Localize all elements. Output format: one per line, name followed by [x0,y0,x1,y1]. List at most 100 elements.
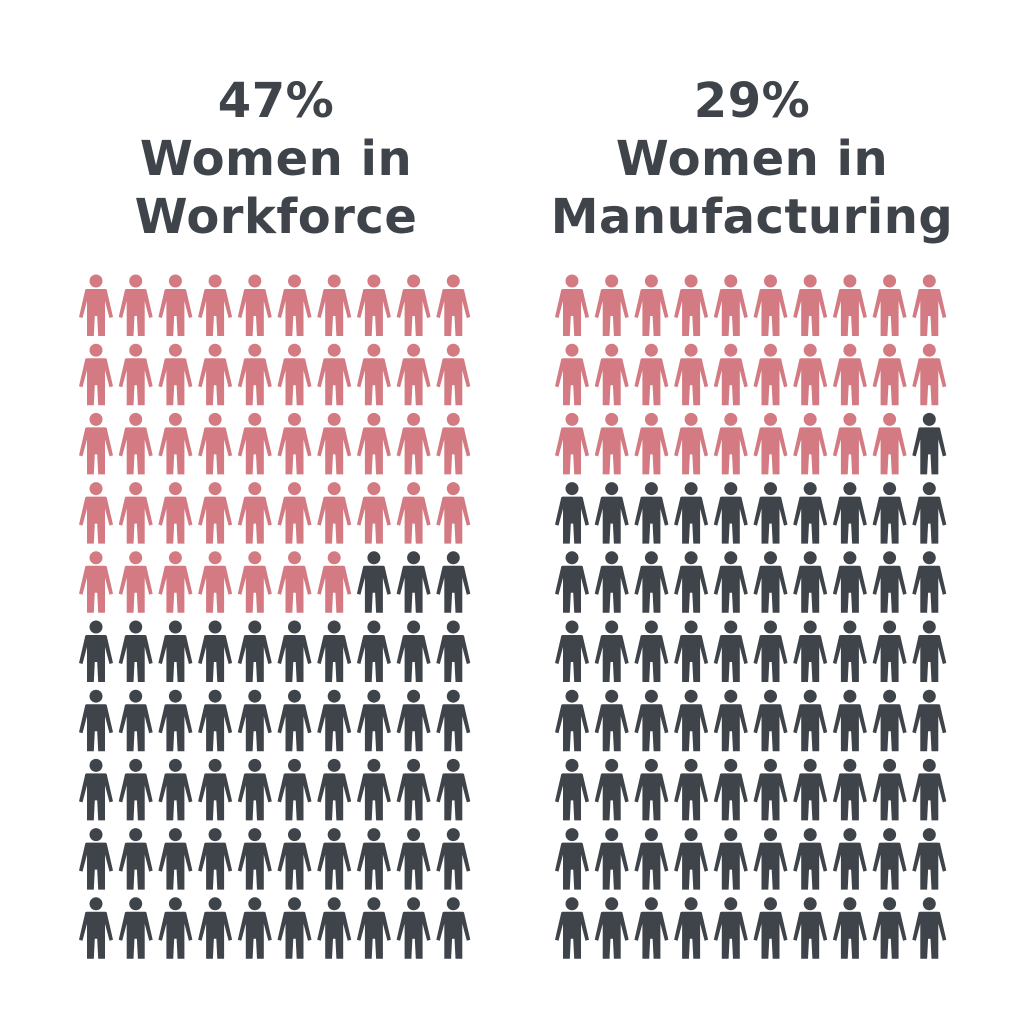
person-icon-highlighted [436,274,471,336]
person-icon [158,758,193,821]
person-icon [832,482,867,544]
person-icon [674,482,709,544]
person-icon-highlighted [79,343,113,406]
person-icon [594,551,629,613]
person-icon [79,689,113,752]
person-icon [753,551,788,613]
person-icon [634,620,669,682]
person-icon [912,758,947,821]
person-icon-highlighted [793,412,828,475]
person-icon [118,758,153,821]
person-icon-highlighted [793,274,828,336]
person-icon [158,897,193,959]
person-icon [436,758,471,821]
person-icon [872,897,907,959]
person-icon [594,482,629,544]
person-icon [118,689,153,752]
title-line-3: Manufacturing [550,189,954,245]
person-icon [555,828,589,890]
person-icon-highlighted [356,274,391,336]
person-icon-highlighted [198,412,233,475]
person-icon-highlighted [118,482,153,544]
person-icon-highlighted [79,274,113,336]
person-icon-highlighted [634,274,669,336]
person-icon [79,620,113,682]
person-icon [158,689,193,752]
title-percent: 47% [217,73,335,129]
person-icon [356,828,391,890]
person-icon-grid-workforce [79,274,471,959]
person-icon [356,620,391,682]
person-icon [396,897,431,959]
person-icon [198,758,233,821]
person-icon-highlighted [793,343,828,406]
person-icon-highlighted [555,343,589,406]
person-icon [713,482,748,544]
person-icon [277,620,312,682]
person-icon [237,897,272,959]
person-icon [555,897,589,959]
person-icon-highlighted [634,343,669,406]
person-icon [79,897,113,959]
person-icon-highlighted [118,551,153,613]
person-icon [317,689,352,752]
person-icon [713,897,748,959]
person-icon [555,482,589,544]
person-icon [674,689,709,752]
person-icon [198,828,233,890]
person-icon [912,482,947,544]
title-percent: 29% [693,73,811,129]
person-icon [832,689,867,752]
person-icon [158,620,193,682]
person-icon [594,897,629,959]
person-icon-highlighted [832,274,867,336]
person-icon [317,620,352,682]
person-icon [674,551,709,613]
person-icon-highlighted [396,274,431,336]
person-icon-highlighted [158,274,193,336]
person-icon [237,620,272,682]
person-icon [912,551,947,613]
person-icon [634,482,669,544]
person-icon [198,897,233,959]
person-icon [912,412,947,475]
person-icon [594,758,629,821]
person-icon-highlighted [317,412,352,475]
person-icon-highlighted [79,482,113,544]
person-icon [277,689,312,752]
person-icon [396,689,431,752]
person-icon [436,897,471,959]
person-icon [713,828,748,890]
person-icon [674,897,709,959]
person-icon-highlighted [79,412,113,475]
person-icon-highlighted [713,343,748,406]
person-icon [555,758,589,821]
person-icon-highlighted [912,274,947,336]
person-icon-highlighted [277,343,312,406]
person-icon-highlighted [436,343,471,406]
person-icon-highlighted [872,343,907,406]
person-icon-highlighted [753,274,788,336]
person-icon-highlighted [118,343,153,406]
person-icon [832,758,867,821]
person-icon-highlighted [277,482,312,544]
person-icon [872,551,907,613]
person-icon [396,620,431,682]
person-icon [872,828,907,890]
person-icon [793,620,828,682]
chart-title-workforce: 47% Women in Workforce [66,72,486,246]
person-icon-highlighted [277,551,312,613]
person-icon-highlighted [158,412,193,475]
person-icon [832,620,867,682]
person-icon-highlighted [436,412,471,475]
person-icon [793,828,828,890]
person-icon-grid-manufacturing [555,274,947,959]
person-icon-highlighted [237,274,272,336]
person-icon [912,620,947,682]
person-icon [634,689,669,752]
person-icon [158,828,193,890]
person-icon [713,551,748,613]
person-icon-highlighted [594,412,629,475]
person-icon-highlighted [356,482,391,544]
person-icon-highlighted [317,551,352,613]
